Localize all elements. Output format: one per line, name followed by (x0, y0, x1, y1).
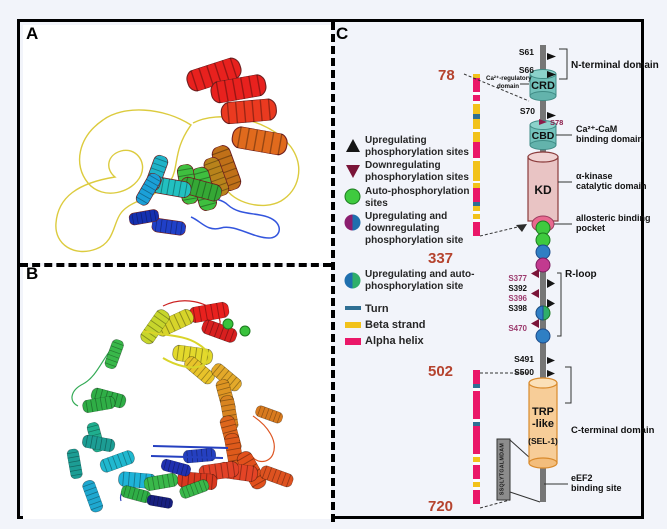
svg-text:Ca²⁺-regulatory: Ca²⁺-regulatory (486, 75, 532, 82)
svg-text:α-kinase: α-kinase (576, 171, 613, 181)
svg-text:eEF2: eEF2 (571, 473, 593, 483)
svg-text:S398: S398 (508, 304, 527, 313)
svg-text:TRP: TRP (532, 406, 554, 418)
svg-text:S470: S470 (508, 324, 527, 333)
svg-text:domain: domain (497, 83, 519, 90)
svg-text:S500: S500 (514, 367, 534, 377)
svg-text:S396: S396 (508, 294, 527, 303)
svg-text:allosteric binding: allosteric binding (576, 213, 651, 223)
svg-text:S392: S392 (508, 284, 527, 293)
svg-text:-like: -like (532, 418, 554, 430)
svg-text:binding domain: binding domain (576, 134, 643, 144)
svg-text:C-terminal domain: C-terminal domain (571, 425, 655, 436)
svg-text:(SEL-1): (SEL-1) (528, 436, 558, 446)
svg-text:SSQLYTGALMDAM: SSQLYTGALMDAM (500, 443, 506, 496)
svg-text:S78: S78 (550, 118, 563, 127)
svg-text:Ca²⁺-CaM: Ca²⁺-CaM (576, 124, 617, 134)
svg-text:S70: S70 (520, 106, 535, 116)
svg-text:catalytic domain: catalytic domain (576, 181, 647, 191)
svg-text:binding site: binding site (571, 483, 622, 493)
svg-text:CRD: CRD (531, 80, 555, 92)
svg-text:R-loop: R-loop (565, 269, 597, 280)
svg-text:N-terminal domain: N-terminal domain (571, 60, 659, 71)
svg-text:S491: S491 (514, 354, 534, 364)
svg-text:S66: S66 (519, 65, 534, 75)
svg-text:KD: KD (534, 183, 552, 197)
svg-text:pocket: pocket (576, 223, 605, 233)
svg-text:CBD: CBD (532, 130, 555, 142)
svg-text:S61: S61 (519, 47, 534, 57)
svg-text:S377: S377 (508, 274, 527, 283)
